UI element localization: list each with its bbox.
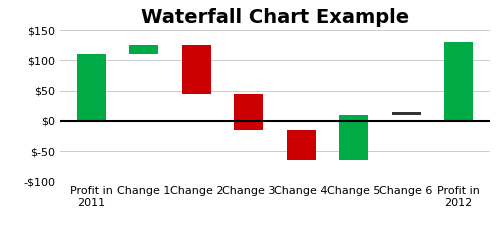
Bar	[392, 112, 420, 115]
Bar	[444, 42, 473, 121]
Bar	[130, 45, 158, 54]
Bar	[234, 94, 263, 130]
Bar	[182, 45, 211, 94]
Title: Waterfall Chart Example: Waterfall Chart Example	[141, 8, 409, 27]
Bar	[339, 115, 368, 160]
Bar	[77, 54, 106, 121]
Bar	[287, 130, 316, 160]
